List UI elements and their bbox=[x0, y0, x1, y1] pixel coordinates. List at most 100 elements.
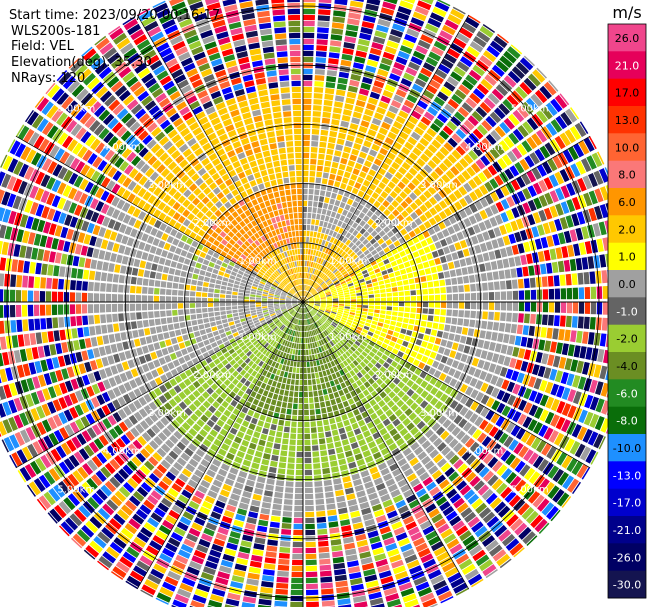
gate-cell bbox=[569, 229, 578, 242]
gate-cell bbox=[389, 190, 398, 199]
gate-cell bbox=[295, 475, 303, 482]
gate-cell bbox=[528, 404, 538, 417]
gate-cell bbox=[392, 265, 399, 272]
gate-cell bbox=[572, 375, 581, 388]
gate-cell bbox=[331, 119, 340, 126]
gate-cell bbox=[377, 238, 385, 245]
gate-cell bbox=[311, 255, 315, 262]
gate-cell bbox=[325, 400, 331, 407]
gate-cell bbox=[316, 33, 329, 40]
gate-cell bbox=[296, 451, 303, 458]
gate-cell bbox=[599, 254, 607, 268]
gate-cell bbox=[428, 196, 438, 206]
gate-cell bbox=[589, 379, 598, 394]
gate-cell bbox=[362, 76, 373, 85]
gate-cell bbox=[398, 307, 405, 312]
gate-cell bbox=[204, 322, 211, 329]
gate-cell bbox=[313, 306, 319, 310]
gate-cell bbox=[303, 134, 310, 141]
gate-cell bbox=[368, 270, 375, 276]
gate-cell bbox=[102, 335, 110, 345]
gate-cell bbox=[267, 539, 278, 546]
gate-cell bbox=[444, 375, 452, 385]
gate-cell bbox=[517, 413, 527, 426]
gate-cell bbox=[517, 243, 525, 254]
gate-cell bbox=[399, 0, 414, 10]
gate-cell bbox=[147, 344, 155, 352]
gate-cell bbox=[464, 310, 470, 318]
gate-cell bbox=[358, 151, 367, 159]
gate-cell bbox=[332, 305, 338, 308]
gate-cell bbox=[388, 243, 396, 251]
gate-cell bbox=[434, 241, 442, 249]
gate-cell bbox=[362, 295, 369, 299]
gate-cell bbox=[343, 310, 350, 314]
gate-cell bbox=[439, 279, 446, 287]
gate-cell bbox=[351, 148, 360, 156]
gate-cell bbox=[457, 362, 465, 371]
gate-cell bbox=[313, 276, 318, 282]
gate-cell bbox=[226, 306, 232, 311]
gate-cell bbox=[315, 250, 319, 257]
gate-cell bbox=[465, 386, 474, 396]
gate-cell bbox=[432, 6, 447, 18]
gate-cell bbox=[320, 129, 329, 136]
gate-cell bbox=[362, 238, 369, 246]
gate-cell bbox=[327, 442, 334, 450]
gate-cell bbox=[408, 115, 419, 125]
gate-cell bbox=[346, 134, 355, 142]
gate-cell bbox=[540, 106, 553, 120]
gate-cell bbox=[244, 308, 250, 312]
gate-cell bbox=[362, 302, 369, 305]
gate-cell bbox=[507, 70, 521, 84]
gate-cell bbox=[345, 239, 351, 246]
gate-cell bbox=[440, 355, 448, 364]
gate-cell bbox=[346, 321, 352, 326]
gate-cell bbox=[451, 93, 463, 105]
gate-cell bbox=[358, 405, 366, 413]
gate-cell bbox=[519, 57, 534, 71]
gate-cell bbox=[332, 156, 341, 163]
gate-cell bbox=[341, 196, 348, 203]
gate-cell bbox=[323, 419, 329, 426]
gate-cell bbox=[318, 390, 323, 396]
gate-cell bbox=[326, 76, 337, 83]
gate-cell bbox=[340, 319, 347, 323]
gate-cell bbox=[434, 257, 441, 265]
gate-cell bbox=[288, 354, 292, 360]
gate-cell bbox=[581, 158, 592, 173]
gate-cell bbox=[480, 273, 487, 282]
gate-cell bbox=[333, 260, 339, 266]
gate-cell bbox=[398, 166, 407, 175]
gate-cell bbox=[595, 398, 605, 413]
gate-cell bbox=[533, 421, 543, 435]
gate-cell bbox=[320, 304, 326, 307]
gate-cell bbox=[321, 208, 327, 215]
gate-cell bbox=[347, 411, 354, 419]
gate-cell bbox=[499, 79, 513, 92]
gate-cell bbox=[338, 389, 345, 397]
gate-cell bbox=[463, 345, 471, 354]
gate-cell bbox=[415, 173, 425, 182]
gate-cell bbox=[321, 407, 327, 414]
gate-cell bbox=[399, 250, 406, 257]
gate-cell bbox=[460, 353, 468, 363]
gate-cell bbox=[527, 185, 537, 198]
gate-cell bbox=[368, 290, 374, 295]
gate-cell bbox=[541, 276, 548, 287]
gate-cell bbox=[386, 251, 393, 258]
gate-cell bbox=[474, 200, 484, 211]
gate-cell bbox=[494, 302, 501, 311]
gate-cell bbox=[472, 146, 483, 157]
gate-cell bbox=[178, 309, 184, 316]
gate-cell bbox=[316, 39, 328, 46]
gate-cell bbox=[356, 433, 364, 441]
gate-cell bbox=[368, 298, 375, 302]
gate-cell bbox=[524, 155, 535, 168]
gate-cell bbox=[338, 305, 344, 308]
gate-cell bbox=[404, 296, 411, 301]
gate-cell bbox=[329, 237, 335, 243]
gate-cell bbox=[520, 336, 528, 347]
gate-cell bbox=[436, 330, 444, 338]
gate-cell bbox=[363, 260, 370, 266]
